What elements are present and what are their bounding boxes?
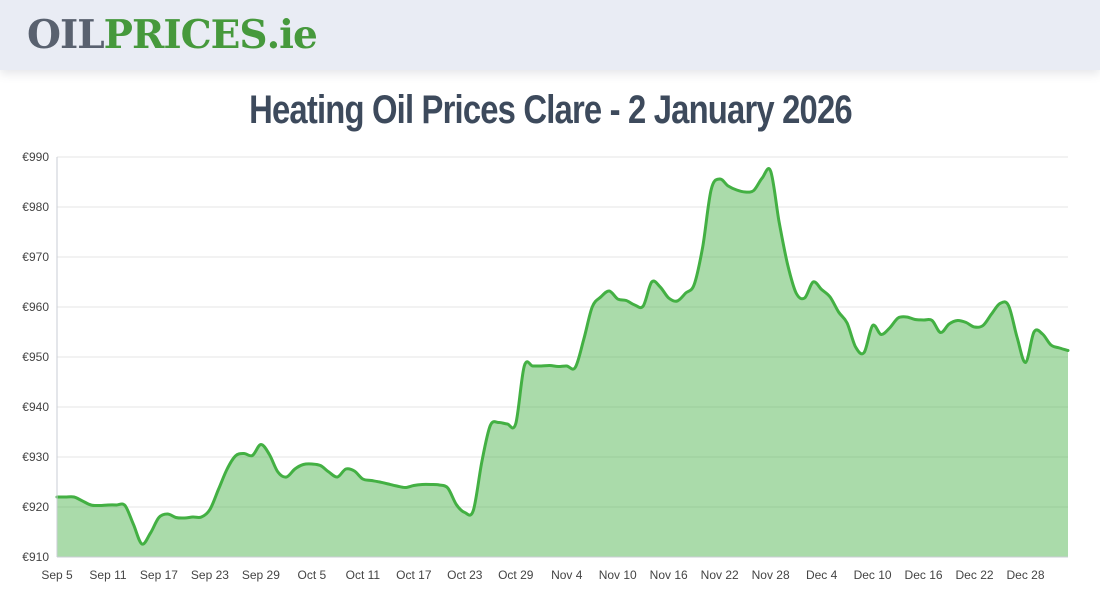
x-axis-label: Dec 16	[905, 568, 943, 582]
x-axis-label: Sep 29	[242, 568, 280, 582]
x-axis-label: Dec 22	[956, 568, 994, 582]
x-axis-label: Sep 17	[140, 568, 178, 582]
x-axis-label: Dec 10	[854, 568, 892, 582]
y-axis-label: €960	[22, 300, 49, 314]
x-axis-label: Nov 10	[599, 568, 637, 582]
y-axis-label: €970	[22, 250, 49, 264]
site-header: OIL PRICES .ie	[0, 0, 1100, 70]
page-title: Heating Oil Prices Clare - 2 January 202…	[248, 88, 852, 132]
page-title-wrap: Heating Oil Prices Clare - 2 January 202…	[0, 88, 1100, 133]
x-axis-label: Oct 17	[396, 568, 432, 582]
x-axis-label: Dec 28	[1007, 568, 1045, 582]
y-axis-label: €910	[22, 550, 49, 564]
price-chart-svg: €910 €920 €930 €940 €950 €960 €970 €980 €990 Sep …	[22, 150, 1070, 582]
x-axis-label: Oct 11	[346, 568, 381, 582]
price-area-fill	[57, 168, 1068, 557]
logo-word-oil: OIL	[27, 11, 105, 58]
y-axis-label: €940	[22, 400, 49, 414]
x-axis-label: Sep 11	[89, 568, 126, 582]
x-axis-label: Nov 22	[701, 568, 739, 582]
x-axis-label: Nov 28	[752, 568, 790, 582]
logo-word-prices: PRICES	[103, 11, 268, 58]
price-chart: €910 €920 €930 €940 €950 €960 €970 €980 €990 Sep …	[0, 140, 1100, 600]
x-axis-label: Sep 5	[41, 568, 73, 582]
logo-suffix-ie: .ie	[266, 11, 318, 58]
x-axis-label: Oct 29	[498, 568, 534, 582]
y-axis-label: €950	[22, 350, 49, 364]
site-logo[interactable]: OIL PRICES .ie	[27, 0, 318, 70]
y-axis-label: €980	[22, 200, 49, 214]
x-axis-label: Nov 16	[650, 568, 688, 582]
x-axis-label: Dec 4	[806, 568, 838, 582]
price-line	[55, 167, 1070, 546]
x-axis-label: Nov 4	[551, 568, 583, 582]
y-axis-label: €920	[22, 500, 49, 514]
y-axis-label: €930	[22, 450, 49, 464]
x-axis-label: Oct 23	[447, 568, 483, 582]
x-axis-label: Oct 5	[298, 568, 327, 582]
y-axis-label: €990	[22, 150, 49, 164]
x-axis-label: Sep 23	[191, 568, 229, 582]
